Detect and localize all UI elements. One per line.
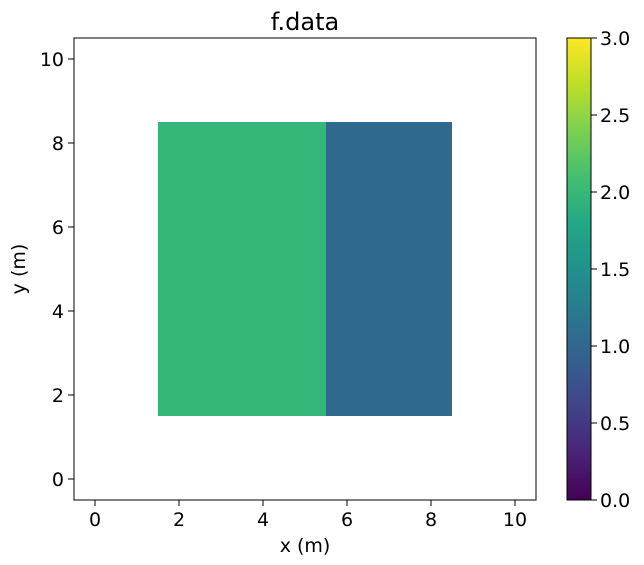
x-tick-label: 10 [503, 509, 527, 531]
y-tick-label: 4 [52, 301, 64, 323]
y-tick-label: 2 [52, 385, 64, 407]
chart-title: f.data [271, 8, 339, 36]
colorbar-tick-label: 3.0 [600, 28, 630, 50]
x-tick-label: 4 [257, 509, 269, 531]
x-axis-ticks: 0 2 4 6 8 10 [89, 500, 527, 531]
colorbar-ticks: 0.0 0.5 1.0 1.5 2.0 2.5 3.0 [591, 28, 630, 512]
y-tick-label: 6 [52, 217, 64, 239]
colorbar-tick-label: 1.5 [600, 259, 630, 281]
x-axis-label: x (m) [280, 535, 331, 557]
y-axis-label: y (m) [8, 244, 30, 295]
colorbar-tick-label: 1.0 [600, 336, 630, 358]
plot-frame [73, 37, 537, 501]
x-tick-label: 2 [173, 509, 185, 531]
heatmap-cell-2 [326, 122, 452, 416]
colorbar [566, 37, 592, 501]
y-axis-ticks: 0 2 4 6 8 10 [40, 49, 74, 491]
colorbar-tick-label: 2.0 [600, 182, 630, 204]
x-tick-label: 8 [425, 509, 437, 531]
colorbar-tick-label: 0.0 [600, 490, 630, 512]
y-tick-label: 0 [52, 469, 64, 491]
heatmap-cells [158, 122, 452, 416]
x-tick-label: 0 [89, 509, 101, 531]
y-tick-label: 10 [40, 49, 64, 71]
heatmap-cell-1 [158, 122, 326, 416]
x-tick-label: 6 [341, 509, 353, 531]
y-tick-label: 8 [52, 133, 64, 155]
colorbar-tick-label: 2.5 [600, 105, 630, 127]
colorbar-tick-label: 0.5 [600, 413, 630, 435]
